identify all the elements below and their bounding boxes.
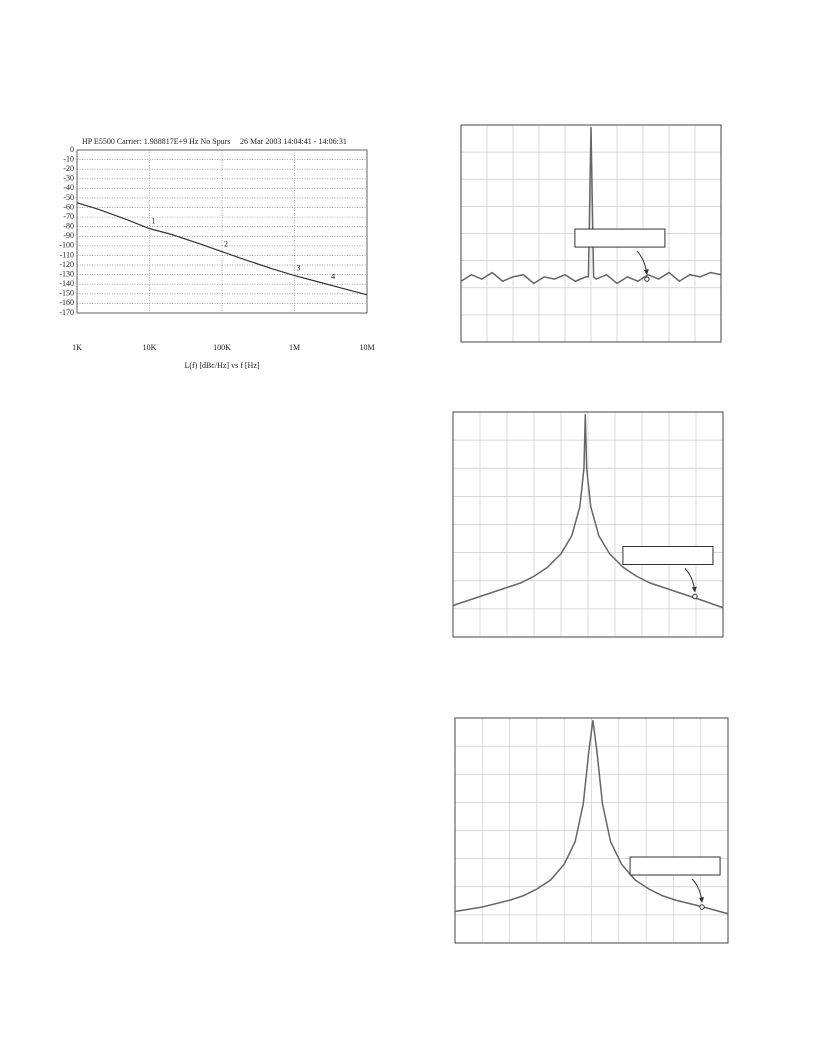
annotation: 4 <box>331 272 335 281</box>
chart-subtitle: 26 Mar 2003 14:04:41 - 14:06:31 <box>240 137 347 146</box>
marker-readout <box>622 546 714 565</box>
y-tick-label: -20 <box>63 164 74 173</box>
y-tick-label: -130 <box>59 269 74 278</box>
y-tick-label: -160 <box>59 298 74 307</box>
plot-frame <box>460 124 722 343</box>
x-tick-label: 1K <box>72 343 82 352</box>
spectrum-trace <box>452 414 724 609</box>
arrow-head <box>699 897 705 903</box>
y-tick-label: -50 <box>63 193 74 202</box>
y-tick-label: -110 <box>60 250 74 259</box>
y-tick-label: -150 <box>59 289 74 298</box>
x-tick-label: 1M <box>289 343 300 352</box>
y-tick-label: 0 <box>70 145 74 154</box>
plot-frame <box>454 717 729 944</box>
marker <box>699 904 705 910</box>
x-tick-label: 10K <box>143 343 157 352</box>
marker-readout <box>574 228 666 248</box>
x-tick-label: 10M <box>359 343 374 352</box>
x-axis-label: L(f) [dBc/Hz] vs f [Hz] <box>184 361 259 370</box>
y-tick-label: -10 <box>63 154 74 163</box>
y-tick-label: -140 <box>59 279 74 288</box>
marker-readout <box>629 856 721 876</box>
spectrum-trace <box>460 127 722 285</box>
plot-frame <box>452 411 724 638</box>
arrow-head <box>643 269 649 276</box>
annotation: 1 <box>152 216 156 225</box>
y-tick-label: -60 <box>63 202 74 211</box>
y-tick-label: -170 <box>59 308 74 317</box>
y-tick-label: -90 <box>63 231 74 240</box>
marker <box>692 593 698 600</box>
x-tick-label: 100K <box>213 343 231 352</box>
plot-frame <box>76 149 368 314</box>
data-line <box>76 202 368 296</box>
y-tick-label: -100 <box>59 241 74 250</box>
chart-title: HP E5500 Carrier: 1.988817E+9 Hz No Spur… <box>82 137 230 146</box>
annotation: 2 <box>224 239 228 248</box>
arrow-head <box>691 586 697 593</box>
y-tick-label: -30 <box>63 174 74 183</box>
y-tick-label: -80 <box>63 222 74 231</box>
marker <box>644 276 650 282</box>
spectrum-trace <box>454 720 729 915</box>
annotation: 3 <box>297 263 301 272</box>
y-tick-label: -40 <box>63 183 74 192</box>
y-tick-label: -120 <box>59 260 74 269</box>
y-tick-label: -70 <box>63 212 74 221</box>
